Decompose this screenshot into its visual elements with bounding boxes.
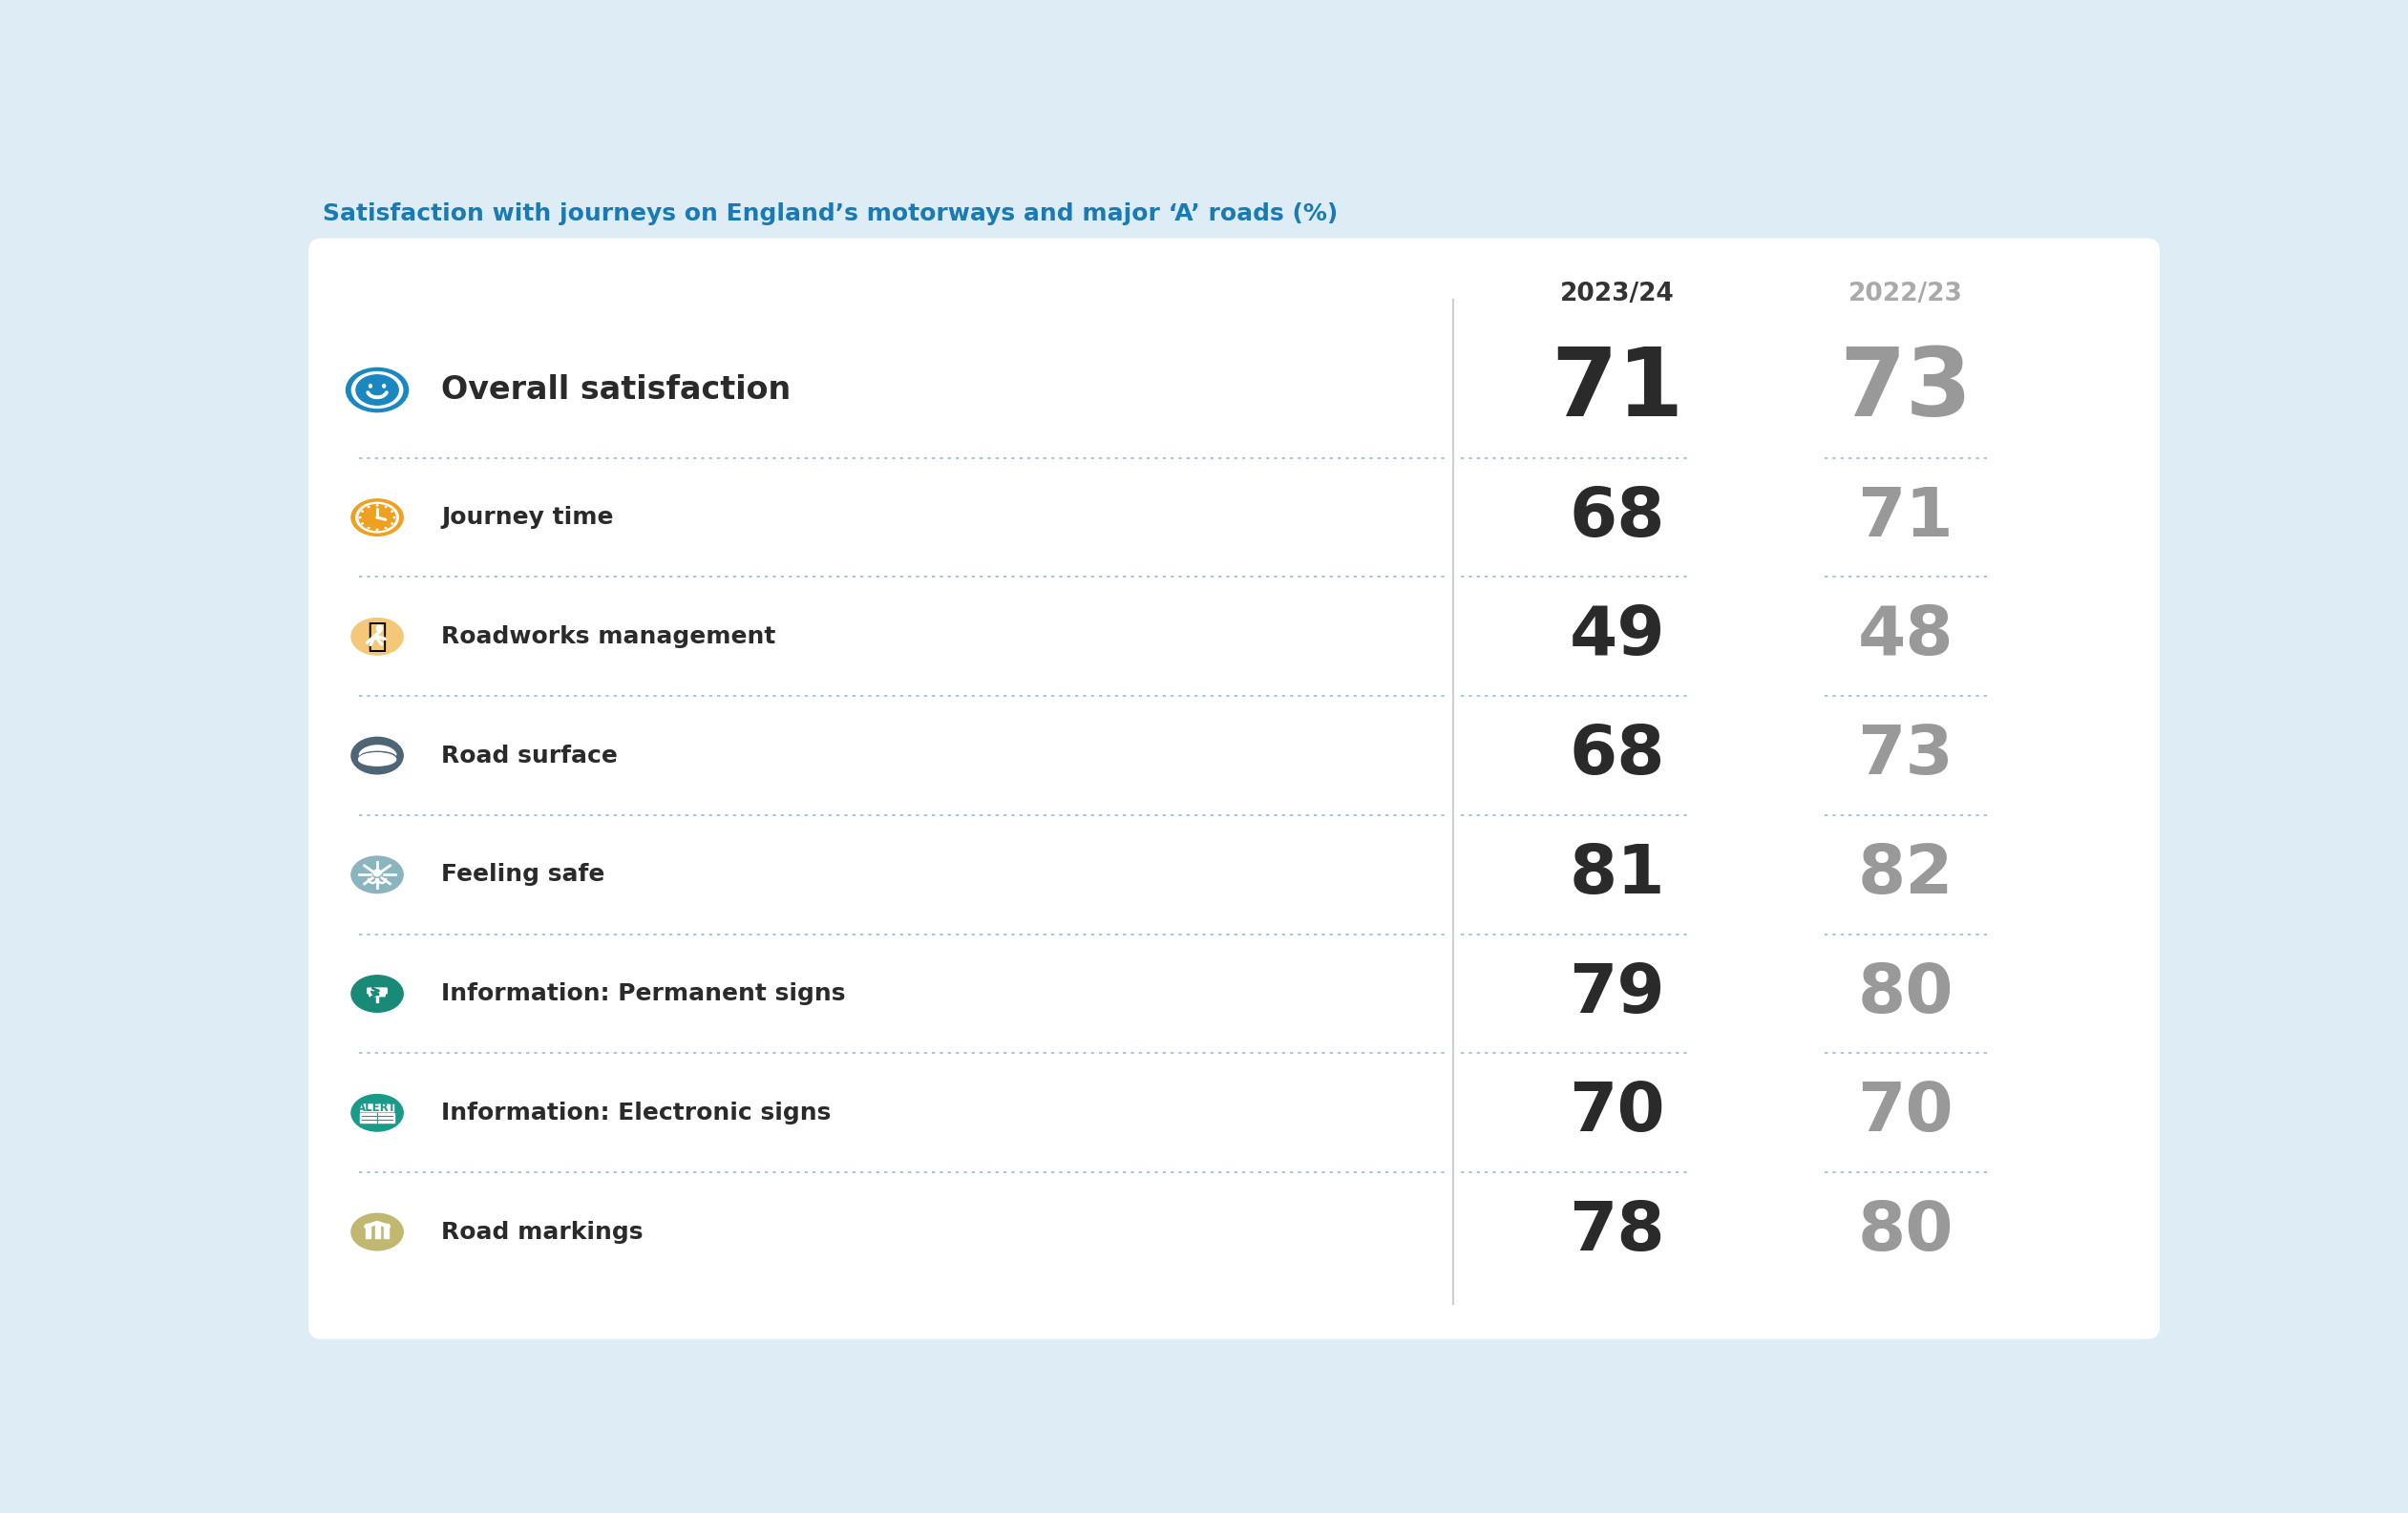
Ellipse shape: [359, 505, 395, 531]
Text: Road surface: Road surface: [441, 744, 619, 767]
Text: 81: 81: [1570, 841, 1666, 908]
Text: 71: 71: [1857, 484, 1953, 551]
Ellipse shape: [352, 1094, 402, 1132]
Text: 68: 68: [1570, 723, 1666, 788]
Ellipse shape: [352, 737, 402, 775]
Text: 2023/24: 2023/24: [1560, 281, 1674, 307]
Ellipse shape: [352, 372, 402, 409]
Text: 80: 80: [1857, 1198, 1953, 1265]
Text: 71: 71: [1551, 343, 1683, 436]
Ellipse shape: [376, 625, 383, 632]
Bar: [361, 1114, 395, 1123]
Text: 2022/23: 2022/23: [1849, 281, 1963, 307]
Text: Feeling safe: Feeling safe: [441, 864, 604, 887]
Text: 68: 68: [1570, 484, 1666, 551]
Text: 70: 70: [1570, 1080, 1666, 1145]
Text: Journey time: Journey time: [441, 505, 614, 530]
Text: 73: 73: [1857, 723, 1953, 788]
Text: Satisfaction with journeys on England’s motorways and major ‘A’ roads (%): Satisfaction with journeys on England’s …: [323, 203, 1339, 225]
Text: 78: 78: [1570, 1198, 1666, 1265]
Ellipse shape: [368, 384, 371, 387]
Text: 82: 82: [1857, 841, 1953, 908]
Ellipse shape: [356, 620, 400, 652]
Bar: [366, 1224, 371, 1238]
Bar: [376, 990, 378, 1003]
FancyBboxPatch shape: [368, 988, 388, 994]
Text: Roadworks management: Roadworks management: [441, 625, 775, 648]
FancyBboxPatch shape: [308, 238, 2160, 1339]
Ellipse shape: [347, 368, 409, 412]
Text: 70: 70: [1857, 1080, 1953, 1145]
Ellipse shape: [352, 619, 402, 655]
Ellipse shape: [352, 976, 402, 1012]
Ellipse shape: [356, 502, 397, 533]
Text: 80: 80: [1857, 961, 1953, 1027]
Text: Road markings: Road markings: [441, 1221, 643, 1244]
Text: 49: 49: [1570, 604, 1666, 669]
Bar: [383, 1224, 388, 1238]
Text: Overall satisfaction: Overall satisfaction: [441, 374, 792, 405]
Text: Information: Electronic signs: Information: Electronic signs: [441, 1101, 831, 1124]
Bar: [376, 1224, 380, 1238]
Text: 🚧: 🚧: [368, 620, 388, 652]
Ellipse shape: [356, 375, 397, 405]
FancyBboxPatch shape: [368, 991, 385, 997]
Ellipse shape: [373, 870, 380, 876]
Text: Information: Permanent signs: Information: Permanent signs: [441, 982, 845, 1005]
Text: 79: 79: [1570, 961, 1666, 1027]
Ellipse shape: [352, 1213, 402, 1250]
FancyBboxPatch shape: [359, 1103, 395, 1114]
Text: ALERT: ALERT: [356, 1101, 397, 1114]
Text: 48: 48: [1857, 604, 1953, 669]
Ellipse shape: [352, 856, 402, 893]
Text: 73: 73: [1840, 343, 1972, 436]
Ellipse shape: [352, 499, 402, 536]
Ellipse shape: [383, 384, 385, 387]
Ellipse shape: [359, 753, 395, 766]
